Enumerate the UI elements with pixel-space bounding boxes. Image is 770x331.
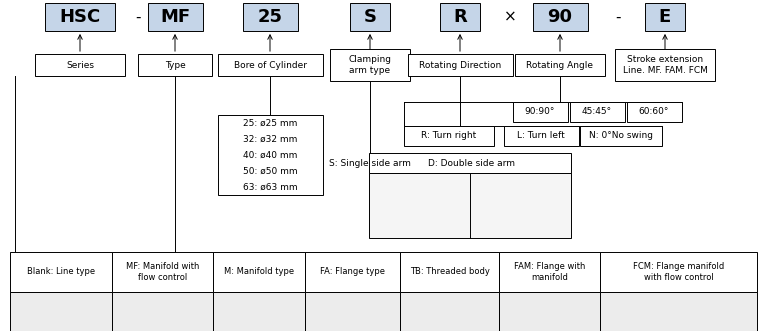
Bar: [217, 54, 323, 76]
Bar: [400, 292, 499, 331]
Bar: [580, 126, 662, 146]
Bar: [305, 292, 400, 331]
Text: R: Turn right: R: Turn right: [421, 131, 477, 140]
Text: D: Double side arm: D: Double side arm: [427, 159, 514, 167]
Bar: [627, 102, 681, 122]
Bar: [440, 3, 480, 31]
Text: MF: Manifold with
flow control: MF: Manifold with flow control: [126, 262, 199, 282]
Bar: [407, 54, 513, 76]
Bar: [243, 3, 297, 31]
Text: 90: 90: [547, 8, 573, 26]
Bar: [148, 3, 203, 31]
Text: Series: Series: [66, 61, 94, 70]
Bar: [533, 3, 588, 31]
Bar: [330, 49, 410, 81]
Bar: [400, 252, 499, 292]
Bar: [645, 3, 685, 31]
Bar: [217, 115, 323, 195]
Text: HSC: HSC: [59, 8, 101, 26]
Bar: [213, 292, 305, 331]
Bar: [112, 292, 213, 331]
Text: R: R: [453, 8, 467, 26]
Bar: [213, 252, 305, 292]
Text: ×: ×: [504, 10, 517, 24]
Bar: [600, 292, 757, 331]
Text: 63: ø63 mm: 63: ø63 mm: [243, 182, 297, 192]
Text: FAM: Flange with
manifold: FAM: Flange with manifold: [514, 262, 585, 282]
Text: TB: Threaded body: TB: Threaded body: [410, 267, 490, 276]
Text: 32: ø32 mm: 32: ø32 mm: [243, 134, 297, 144]
Bar: [45, 3, 115, 31]
Bar: [10, 252, 112, 292]
Bar: [600, 252, 757, 292]
Bar: [615, 49, 715, 81]
Bar: [404, 126, 494, 146]
Text: S: S: [363, 8, 377, 26]
Text: Stroke extension
Line. MF. FAM. FCM: Stroke extension Line. MF. FAM. FCM: [623, 55, 708, 75]
Bar: [499, 252, 600, 292]
Bar: [369, 173, 571, 238]
Text: Clamping
arm type: Clamping arm type: [349, 55, 391, 75]
Text: 40: ø40 mm: 40: ø40 mm: [243, 151, 297, 160]
Text: Bore of Cylinder: Bore of Cylinder: [233, 61, 306, 70]
Bar: [504, 126, 578, 146]
Bar: [35, 54, 125, 76]
Text: 25: 25: [257, 8, 283, 26]
Text: 45:45°: 45:45°: [582, 108, 612, 117]
Text: 50: ø50 mm: 50: ø50 mm: [243, 166, 297, 175]
Bar: [499, 292, 600, 331]
Text: Rotating Angle: Rotating Angle: [527, 61, 594, 70]
Bar: [570, 102, 624, 122]
Text: Rotating Direction: Rotating Direction: [419, 61, 501, 70]
Text: -: -: [136, 10, 141, 24]
Text: Type: Type: [165, 61, 186, 70]
Bar: [369, 153, 571, 173]
Text: N: 0°No swing: N: 0°No swing: [589, 131, 653, 140]
Text: -: -: [615, 10, 621, 24]
Bar: [305, 252, 400, 292]
Text: FA: Flange type: FA: Flange type: [320, 267, 385, 276]
Bar: [350, 3, 390, 31]
Bar: [138, 54, 212, 76]
Text: L: Turn left: L: Turn left: [517, 131, 565, 140]
Text: FCM: Flange manifold
with flow control: FCM: Flange manifold with flow control: [633, 262, 724, 282]
Bar: [10, 292, 112, 331]
Text: M: Manifold type: M: Manifold type: [224, 267, 294, 276]
Bar: [515, 54, 605, 76]
Text: S: Single side arm: S: Single side arm: [329, 159, 411, 167]
Bar: [112, 252, 213, 292]
Text: 90:90°: 90:90°: [525, 108, 555, 117]
Text: MF: MF: [160, 8, 190, 26]
Text: 60:60°: 60:60°: [639, 108, 669, 117]
Text: 25: ø25 mm: 25: ø25 mm: [243, 118, 297, 127]
Text: E: E: [659, 8, 671, 26]
Text: Blank: Line type: Blank: Line type: [27, 267, 95, 276]
Bar: [513, 102, 567, 122]
